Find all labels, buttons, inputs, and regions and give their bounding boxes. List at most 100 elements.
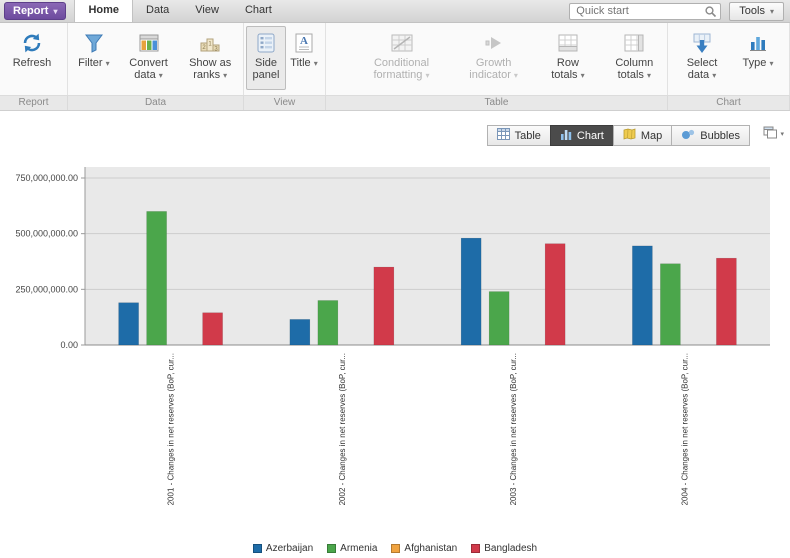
- svg-text:1: 1: [209, 42, 213, 48]
- column-totals-icon: [622, 29, 646, 57]
- refresh-label: Refresh: [12, 57, 52, 69]
- side-panel-label: Side panel: [252, 57, 280, 81]
- legend-swatch: [252, 544, 262, 553]
- quick-start-search: [569, 2, 722, 21]
- growth-indicator-button: Growth indicator ▾: [455, 26, 532, 90]
- title-label: Title: [290, 57, 311, 69]
- ribbon-group-view: Side panel A Title ▾: [244, 23, 326, 95]
- group-label-table: Table: [326, 96, 668, 110]
- ribbon-group-report: Refresh: [0, 23, 68, 95]
- column-totals-button[interactable]: Column totals ▾: [604, 26, 665, 90]
- chevron-down-icon: ▾: [425, 71, 430, 80]
- legend-label: Armenia: [340, 543, 378, 554]
- select-data-icon: [690, 29, 714, 57]
- select-data-button[interactable]: Select data ▾: [674, 26, 730, 90]
- chart-type-icon: [746, 29, 770, 57]
- tab-home[interactable]: Home: [74, 0, 134, 22]
- view-table-button[interactable]: Table: [486, 125, 551, 146]
- x-category-label: 2003 - Changes in net reserves (BoP, cur…: [509, 353, 518, 505]
- tab-data[interactable]: Data: [146, 4, 170, 16]
- svg-text:2: 2: [203, 45, 207, 51]
- growth-indicator-label: Growth indicator: [469, 57, 512, 81]
- chevron-down-icon: ▾: [646, 71, 651, 80]
- chevron-down-icon: ▾: [580, 71, 585, 80]
- title-button[interactable]: A Title ▾: [286, 26, 322, 90]
- show-as-ranks-icon: 1 2 3: [198, 29, 222, 57]
- legend-swatch: [471, 544, 481, 553]
- ribbon-group-chart: Select data ▾ Type ▾: [668, 23, 790, 95]
- legend-item-bangladesh: Bangladesh: [471, 543, 537, 554]
- search-icon: [704, 5, 717, 21]
- filter-label: Filter: [78, 57, 103, 69]
- convert-data-button[interactable]: Convert data ▾: [118, 26, 180, 90]
- side-panel-button[interactable]: Side panel: [246, 26, 286, 90]
- search-input[interactable]: [569, 2, 722, 20]
- view-bubbles-button[interactable]: Bubbles: [671, 125, 750, 146]
- side-panel-icon: [254, 29, 278, 57]
- conditional-formatting-button: Conditional formatting ▾: [356, 26, 447, 90]
- y-tick-label: 0.00: [60, 340, 78, 350]
- x-category-label: 2004 - Changes in net reserves (BoP, cur…: [680, 353, 689, 505]
- report-menu-label: Report: [13, 5, 49, 17]
- group-label-chart: Chart: [668, 96, 790, 110]
- refresh-button[interactable]: Refresh: [2, 26, 62, 90]
- bar-bangladesh: [202, 312, 223, 346]
- chevron-down-icon: ▾: [223, 71, 228, 80]
- x-category-label: 2001 - Changes in net reserves (BoP, cur…: [167, 353, 176, 505]
- group-label-data: Data: [68, 96, 244, 110]
- chevron-down-icon: ▾: [712, 71, 717, 80]
- ribbon-group-table: Conditional formatting ▾ Growth indicato…: [326, 23, 668, 95]
- legend-item-azerbaijan: Azerbaijan: [252, 543, 313, 554]
- group-label-view: View: [244, 96, 326, 110]
- ribbon-group-data: Filter ▾ Convert data ▾ 1: [68, 23, 244, 95]
- svg-text:3: 3: [215, 47, 219, 53]
- x-category-label: 2002 - Changes in net reserves (BoP, cur…: [338, 353, 347, 505]
- view-bubbles-label: Bubbles: [700, 129, 740, 142]
- tools-button[interactable]: Tools ▾: [729, 1, 784, 21]
- row-totals-button[interactable]: Row totals ▾: [540, 26, 595, 90]
- ribbon: Refresh Filter ▾ Convert data ▾: [0, 23, 790, 95]
- tab-chart[interactable]: Chart: [244, 4, 272, 16]
- map-view-icon: [623, 128, 636, 143]
- view-chart-button[interactable]: Chart: [549, 125, 614, 146]
- chart-view-area: Table Chart Map Bubbles ▾ 0.00 250,000,00…: [0, 111, 790, 558]
- row-totals-icon: [556, 29, 580, 57]
- bar-azerbaijan: [460, 237, 482, 346]
- bar-bangladesh: [544, 243, 566, 346]
- top-bar: Report ▾ Home Data View Chart Tools ▾: [0, 0, 790, 23]
- row-totals-label: Row totals: [551, 57, 579, 81]
- ribbon-group-labels: Report Data View Table Chart: [0, 95, 790, 111]
- y-tick-label: 500,000,000.00: [15, 229, 78, 239]
- chevron-down-icon: ▾: [769, 6, 774, 16]
- layout-button[interactable]: ▾: [763, 126, 784, 142]
- chevron-down-icon: ▾: [769, 59, 774, 68]
- bar-bangladesh: [373, 266, 395, 346]
- title-icon: A: [292, 29, 316, 57]
- tab-view[interactable]: View: [195, 4, 219, 16]
- bubbles-view-icon: [681, 128, 695, 143]
- filter-button[interactable]: Filter ▾: [70, 26, 118, 90]
- toolbar-tabs: Home Data View Chart: [74, 0, 284, 22]
- show-as-ranks-button[interactable]: 1 2 3 Show as ranks ▾: [179, 26, 241, 90]
- view-map-button[interactable]: Map: [612, 125, 673, 146]
- report-menu-button[interactable]: Report ▾: [4, 2, 67, 20]
- legend-item-armenia: Armenia: [327, 543, 377, 554]
- chevron-down-icon: ▾: [105, 59, 110, 68]
- growth-indicator-icon: [482, 29, 506, 57]
- conditional-formatting-icon: [389, 29, 415, 57]
- legend-swatch: [327, 544, 337, 553]
- svg-text:A: A: [300, 35, 308, 47]
- bar-azerbaijan: [118, 302, 139, 346]
- plot-area: [85, 167, 770, 345]
- chart-type-button[interactable]: Type ▾: [736, 26, 780, 90]
- chart-view-icon: [560, 128, 572, 143]
- view-map-label: Map: [640, 129, 663, 142]
- legend-swatch: [391, 544, 401, 553]
- chevron-down-icon: ▾: [313, 59, 318, 68]
- layout-icon: [763, 126, 778, 142]
- chevron-down-icon: ▾: [513, 71, 518, 80]
- chart-legend: Azerbaijan Armenia Afghanistan Bangladesh: [0, 543, 790, 556]
- convert-data-label: Convert data: [129, 57, 168, 81]
- chart-type-label: Type: [742, 57, 767, 69]
